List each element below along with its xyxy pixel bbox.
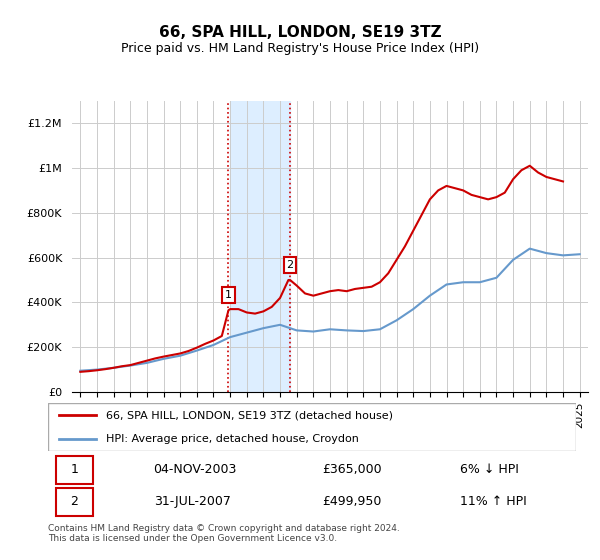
Text: 2: 2 — [286, 260, 293, 270]
Text: 6% ↓ HPI: 6% ↓ HPI — [460, 463, 519, 476]
Text: 31-JUL-2007: 31-JUL-2007 — [154, 496, 230, 508]
FancyBboxPatch shape — [56, 455, 93, 484]
FancyBboxPatch shape — [48, 403, 576, 451]
Text: £365,000: £365,000 — [323, 463, 382, 476]
Text: 04-NOV-2003: 04-NOV-2003 — [154, 463, 237, 476]
Text: 66, SPA HILL, LONDON, SE19 3TZ: 66, SPA HILL, LONDON, SE19 3TZ — [158, 25, 442, 40]
Text: 1: 1 — [70, 463, 79, 476]
Text: Price paid vs. HM Land Registry's House Price Index (HPI): Price paid vs. HM Land Registry's House … — [121, 42, 479, 55]
Bar — [230, 101, 290, 392]
FancyBboxPatch shape — [56, 488, 93, 516]
Text: 1: 1 — [225, 290, 232, 300]
Text: 11% ↑ HPI: 11% ↑ HPI — [460, 496, 527, 508]
Text: 66, SPA HILL, LONDON, SE19 3TZ (detached house): 66, SPA HILL, LONDON, SE19 3TZ (detached… — [106, 410, 393, 420]
Text: HPI: Average price, detached house, Croydon: HPI: Average price, detached house, Croy… — [106, 434, 359, 444]
Text: Contains HM Land Registry data © Crown copyright and database right 2024.
This d: Contains HM Land Registry data © Crown c… — [48, 524, 400, 543]
Text: £499,950: £499,950 — [323, 496, 382, 508]
Text: 2: 2 — [70, 496, 79, 508]
